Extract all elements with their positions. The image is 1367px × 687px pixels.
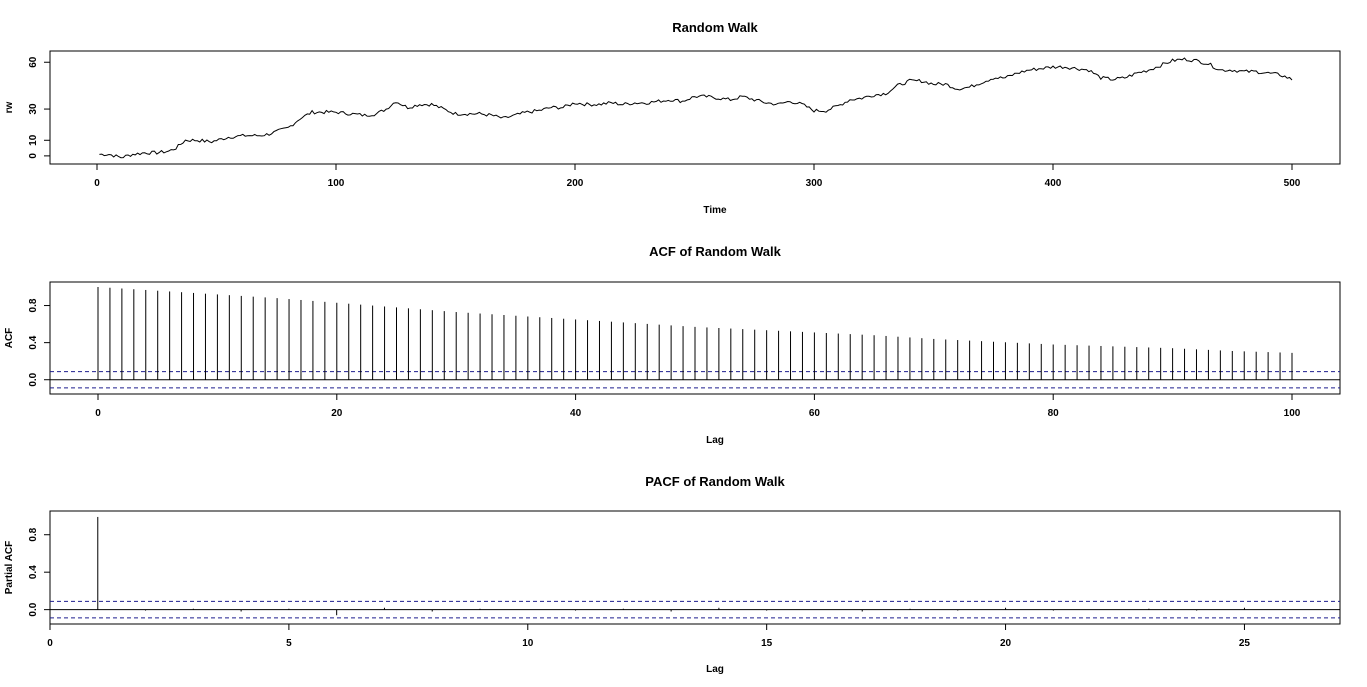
y-tick-label: 0.8 bbox=[28, 298, 39, 312]
x-tick-label: 20 bbox=[1000, 638, 1012, 649]
y-tick-label: 0.0 bbox=[28, 372, 39, 386]
x-tick-label: 100 bbox=[328, 178, 345, 189]
plot-frame bbox=[49, 281, 1341, 395]
x-tick-label: 20 bbox=[331, 408, 343, 419]
y-axis-label: rw bbox=[4, 101, 15, 113]
x-tick-label: 80 bbox=[1048, 408, 1060, 419]
x-tick-label: 0 bbox=[94, 178, 100, 189]
x-tick-label: 10 bbox=[522, 638, 534, 649]
x-tick-label: 40 bbox=[570, 408, 582, 419]
x-tick-label: 0 bbox=[95, 408, 101, 419]
x-tick-label: 0 bbox=[47, 638, 53, 649]
x-tick-label: 100 bbox=[1284, 408, 1301, 419]
y-tick-label: 0.0 bbox=[28, 602, 39, 616]
x-tick-label: 25 bbox=[1239, 638, 1251, 649]
x-tick-label: 60 bbox=[809, 408, 821, 419]
y-axis-label: ACF bbox=[4, 328, 15, 349]
x-tick-label: 500 bbox=[1284, 178, 1301, 189]
y-tick-label: 0.4 bbox=[28, 565, 39, 579]
y-tick-label: 0.4 bbox=[28, 335, 39, 349]
x-tick-label: 5 bbox=[286, 638, 292, 649]
x-axis-label: Time bbox=[703, 205, 727, 216]
y-tick-label: 10 bbox=[28, 134, 39, 146]
x-axis-label: Lag bbox=[706, 664, 724, 675]
plot-frame bbox=[49, 510, 1341, 625]
y-tick-label: 0 bbox=[28, 153, 39, 159]
y-tick-label: 0.8 bbox=[28, 527, 39, 541]
random-walk-series-line bbox=[99, 57, 1293, 159]
y-axis-label: Partial ACF bbox=[4, 541, 15, 595]
chart-title: ACF of Random Walk bbox=[649, 244, 781, 259]
x-tick-label: 400 bbox=[1045, 178, 1062, 189]
x-tick-label: 15 bbox=[761, 638, 773, 649]
y-tick-label: 60 bbox=[28, 56, 39, 68]
x-tick-label: 300 bbox=[806, 178, 823, 189]
chart-title: Random Walk bbox=[672, 20, 758, 35]
x-tick-label: 200 bbox=[567, 178, 584, 189]
chart-title: PACF of Random Walk bbox=[645, 474, 785, 489]
plot-frame bbox=[49, 50, 1341, 165]
x-axis-label: Lag bbox=[706, 435, 724, 446]
y-tick-label: 30 bbox=[28, 103, 39, 115]
